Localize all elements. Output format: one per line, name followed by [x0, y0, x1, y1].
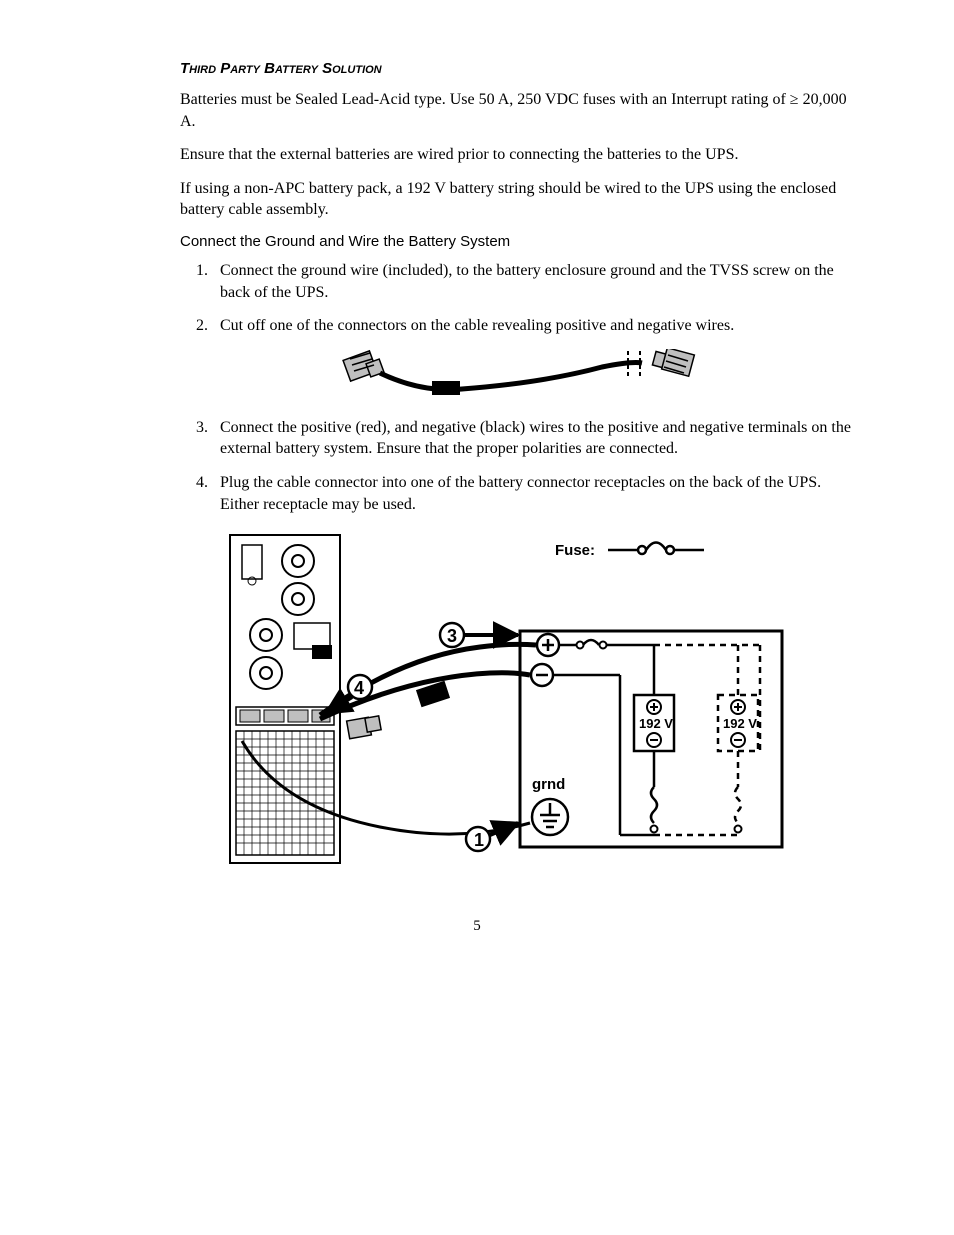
- section-heading: Third Party Battery Solution: [180, 60, 864, 77]
- voltage-label-1: 192 V: [639, 716, 673, 731]
- callout-1: 1: [474, 830, 484, 850]
- steps-list-cont: Connect the positive (red), and negative…: [190, 417, 864, 515]
- steps-list: Connect the ground wire (included), to t…: [190, 260, 864, 337]
- paragraph: Batteries must be Sealed Lead-Acid type.…: [180, 89, 864, 132]
- grnd-label: grnd: [532, 776, 565, 793]
- callout-4: 4: [354, 678, 364, 698]
- callout-3: 3: [447, 626, 457, 646]
- step-item: Cut off one of the connectors on the cab…: [212, 315, 864, 337]
- step-item: Plug the cable connector into one of the…: [212, 472, 864, 515]
- page-content: Third Party Battery Solution Batteries m…: [0, 0, 954, 867]
- fuse-label: Fuse:: [555, 542, 595, 559]
- subheading: Connect the Ground and Wire the Battery …: [180, 233, 864, 250]
- step-item: Connect the positive (red), and negative…: [212, 417, 864, 460]
- paragraph: If using a non-APC battery pack, a 192 V…: [180, 178, 864, 221]
- page-number: 5: [0, 918, 954, 935]
- wiring-diagram: Fuse: 192 V: [220, 527, 790, 867]
- voltage-label-2: 192 V: [723, 716, 757, 731]
- step-item: Connect the ground wire (included), to t…: [212, 260, 864, 303]
- cable-diagram: [342, 349, 702, 403]
- paragraph: Ensure that the external batteries are w…: [180, 144, 864, 166]
